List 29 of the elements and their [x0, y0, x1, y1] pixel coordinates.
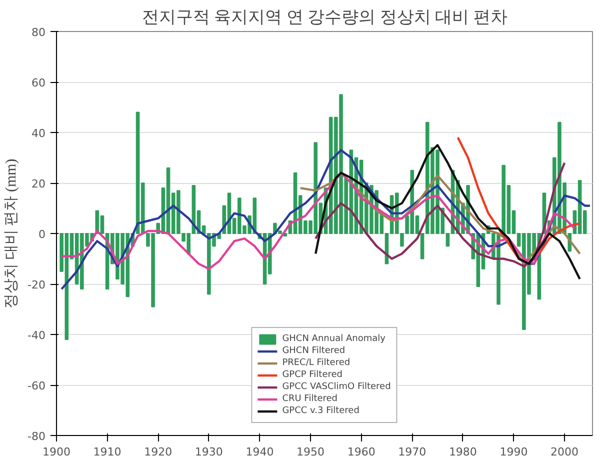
x-tick-label: 1950 [296, 446, 325, 458]
x-tick-label: 1920 [144, 446, 172, 458]
y-tick-label: -60 [28, 380, 46, 392]
legend-label: GHCN Filtered [282, 345, 346, 357]
legend-label: CRU Filtered [282, 393, 338, 405]
y-tick-label: 80 [32, 26, 46, 39]
x-tick-label: 1990 [500, 446, 528, 458]
x-tick-label: 1960 [347, 446, 376, 458]
legend-label: GHCN Annual Anomaly [282, 333, 386, 345]
legend-label: PREC/L Filtered [282, 357, 350, 369]
x-tick-label: 1970 [398, 446, 426, 458]
x-tick-label: 1940 [246, 446, 274, 458]
y-tick-label: -20 [28, 278, 46, 292]
chart-title: 전지구적 육지지역 연 강수량의 정상치 대비 편차 [142, 8, 508, 26]
x-tick-label: 1980 [448, 446, 477, 458]
x-tick-label: 1910 [93, 446, 122, 458]
y-axis-title: 정상치 대비 편차 (mm) [4, 158, 20, 308]
x-tick-label: 1900 [42, 446, 71, 458]
y-tick-label: 60 [32, 76, 46, 90]
x-tick-label: 2000 [550, 446, 579, 458]
legend-label: GPCC v.3 Filtered [282, 405, 360, 417]
y-tick-label: 40 [32, 127, 46, 140]
y-tick-label: -80 [28, 430, 46, 443]
y-tick-label: 0 [38, 228, 46, 241]
y-tick-label: -40 [28, 329, 46, 342]
legend-label: GPCP Filtered [282, 369, 343, 381]
x-tick-label: 1930 [194, 446, 223, 458]
legend-label: GPCC VASClimO Filtered [282, 381, 391, 393]
y-tick-label: 20 [32, 178, 46, 190]
